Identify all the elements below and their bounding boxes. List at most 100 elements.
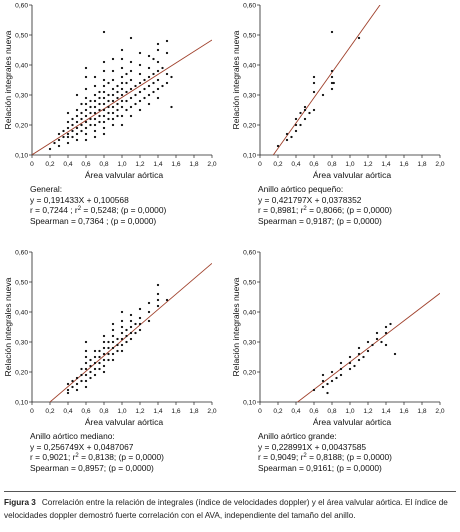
stats-medium-annulus: Anillo aórtico mediano: y = 0,256749X + … — [30, 431, 164, 473]
data-point — [75, 376, 79, 380]
x-tick-label: 0,4 — [63, 408, 72, 415]
data-point — [93, 349, 97, 353]
y-tick-label: 0,50 — [15, 32, 28, 39]
data-point — [98, 361, 101, 365]
spearman-line: Spearman = 0,7364 ; (p = 0,0000) — [30, 215, 157, 226]
y-axis-title: Relación integrales nueva — [3, 277, 13, 376]
correlation-line: r = 0,8981; r2 = 0,8066; (p = 0,0000) — [258, 205, 392, 216]
x-tick-label: 1,2 — [363, 161, 372, 168]
data-point — [75, 382, 79, 386]
regression-line — [272, 5, 381, 155]
data-point — [326, 382, 329, 386]
data-point — [353, 364, 356, 368]
data-point — [84, 355, 88, 359]
data-point — [147, 84, 151, 88]
correlation-line: r = 0,9049; r2 = 0,8188; (p = 0,0000) — [258, 452, 392, 463]
data-point — [62, 129, 65, 133]
data-point — [53, 141, 56, 145]
x-tick-label: 1,2 — [135, 408, 144, 415]
data-point — [84, 114, 88, 118]
data-point — [75, 120, 79, 124]
data-point — [129, 325, 133, 329]
data-point — [98, 355, 101, 359]
data-point — [116, 90, 119, 94]
data-point — [80, 379, 83, 383]
y-tick-label: 0,60 — [243, 249, 256, 256]
data-point — [156, 304, 160, 308]
data-point — [161, 66, 164, 70]
data-point — [89, 370, 92, 374]
data-point — [102, 69, 106, 73]
data-point — [111, 358, 115, 362]
data-point — [125, 328, 128, 332]
x-tick-label: 0,4 — [291, 408, 300, 415]
data-point — [80, 129, 83, 133]
data-point — [116, 96, 119, 100]
data-point — [75, 388, 79, 392]
y-tick-label: 0,50 — [243, 32, 256, 39]
data-point — [129, 60, 133, 64]
data-point — [357, 346, 361, 350]
data-point — [102, 334, 106, 338]
x-tick-label: 1,8 — [189, 161, 198, 168]
x-tick-label: 0 — [30, 408, 34, 415]
data-point — [384, 343, 388, 347]
data-point — [138, 63, 142, 67]
data-point — [120, 81, 124, 85]
data-point — [276, 144, 280, 148]
data-point — [75, 138, 79, 142]
data-point — [330, 75, 334, 79]
y-tick-label: 0,30 — [243, 339, 256, 346]
data-point — [294, 123, 298, 127]
data-point — [332, 81, 335, 85]
data-point — [129, 96, 133, 100]
x-tick-label: 0,8 — [99, 161, 108, 168]
x-tick-label: 0 — [258, 161, 262, 168]
data-point — [102, 370, 106, 374]
data-point — [111, 57, 115, 61]
data-point — [125, 334, 128, 338]
data-point — [312, 81, 316, 85]
data-point — [93, 75, 97, 79]
data-point — [84, 340, 88, 344]
data-point — [75, 108, 79, 112]
data-point — [48, 147, 52, 151]
data-point — [107, 352, 110, 356]
y-tick-label: 0,60 — [15, 2, 28, 9]
data-point — [84, 367, 88, 371]
x-axis-title: Área valvular aórtica — [85, 417, 164, 427]
data-point — [84, 373, 88, 377]
x-tick-label: 1,6 — [399, 408, 408, 415]
spearman-line: Spearman = 0,9187; (p = 0,0000) — [258, 215, 382, 226]
spearman-line: Spearman = 0,8957; (p = 0,0000) — [30, 462, 154, 473]
data-point — [134, 322, 137, 326]
data-point — [80, 111, 83, 115]
x-tick-label: 0 — [258, 408, 262, 415]
data-point — [84, 75, 88, 79]
data-point — [111, 328, 115, 332]
data-point — [138, 328, 142, 332]
data-point — [165, 39, 169, 43]
data-point — [147, 54, 151, 58]
data-point — [102, 108, 106, 112]
data-point — [84, 87, 88, 91]
x-tick-label: 2,0 — [207, 408, 216, 415]
x-tick-label: 0,2 — [45, 161, 54, 168]
regression-equation: y = 0,421797X + 0,0378352 — [258, 194, 362, 205]
data-point — [147, 66, 151, 70]
data-point — [303, 105, 307, 109]
data-point — [312, 75, 316, 79]
y-tick-label: 0,60 — [15, 249, 28, 256]
y-tick-label: 0,10 — [243, 152, 256, 159]
x-tick-label: 1,2 — [135, 161, 144, 168]
data-point — [285, 138, 289, 142]
data-point — [156, 48, 160, 52]
y-tick-label: 0,30 — [243, 92, 256, 99]
x-tick-label: 0,6 — [81, 408, 90, 415]
data-point — [375, 331, 379, 335]
y-axis-title: Relación integrales nueva — [231, 30, 241, 129]
data-point — [75, 132, 79, 136]
data-point — [152, 57, 155, 61]
data-point — [84, 132, 88, 136]
data-point — [71, 117, 74, 121]
